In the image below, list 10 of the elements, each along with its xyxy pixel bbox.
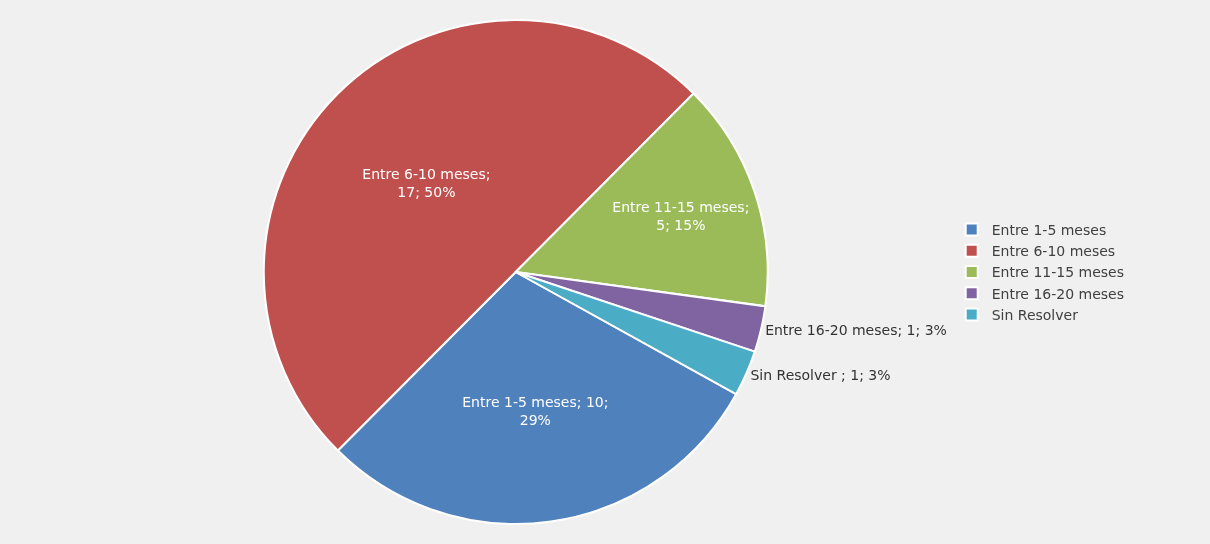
legend-label: Entre 1-5 meses (991, 222, 1107, 239)
legend-label: Entre 6-10 meses (991, 243, 1116, 260)
data-label: Entre 1-5 meses; 10; 29% (462, 393, 609, 428)
legend-label: Entre 16-20 meses (991, 285, 1125, 302)
legend-label: Entre 11-15 meses (991, 264, 1125, 281)
data-label: Entre 6-10 meses; 17; 50% (362, 165, 491, 201)
data-label: Entre 11-15 meses; 5; 15% (612, 199, 750, 234)
legend-label: Sin Resolver (991, 306, 1079, 323)
data-label: Sin Resolver ; 1; 3% (750, 366, 891, 383)
data-label: Entre 16-20 meses; 1; 3% (765, 321, 947, 338)
